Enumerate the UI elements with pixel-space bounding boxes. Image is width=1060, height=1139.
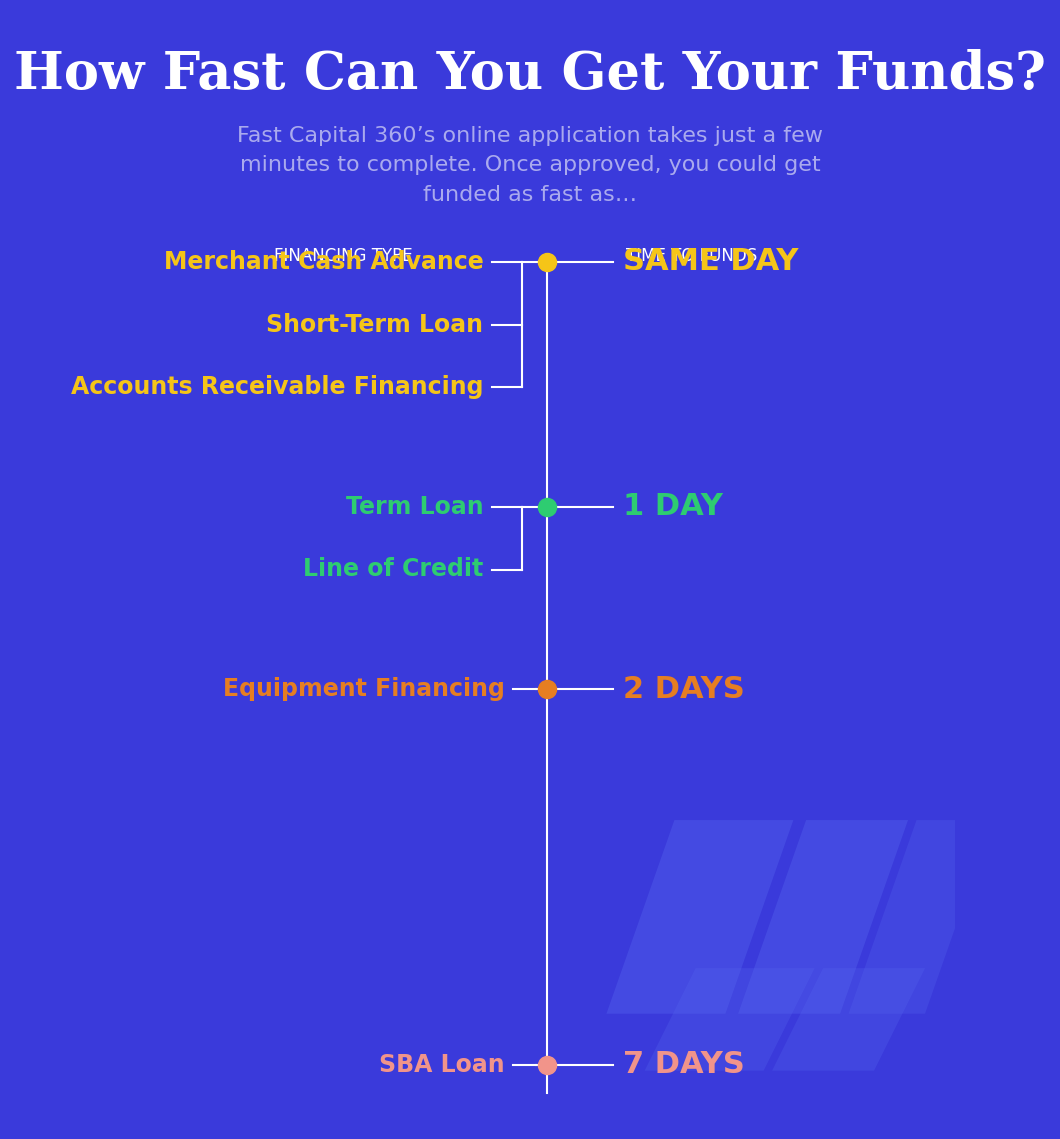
Text: 7 DAYS: 7 DAYS bbox=[623, 1050, 745, 1080]
Polygon shape bbox=[738, 820, 908, 1014]
Text: Line of Credit: Line of Credit bbox=[303, 557, 483, 582]
Text: Accounts Receivable Financing: Accounts Receivable Financing bbox=[71, 375, 483, 400]
Text: 1 DAY: 1 DAY bbox=[623, 492, 723, 522]
Text: Short-Term Loan: Short-Term Loan bbox=[266, 312, 483, 337]
Polygon shape bbox=[606, 820, 793, 1014]
Text: Fast Capital 360’s online application takes just a few
minutes to complete. Once: Fast Capital 360’s online application ta… bbox=[237, 125, 823, 205]
Text: Equipment Financing: Equipment Financing bbox=[223, 677, 505, 702]
Polygon shape bbox=[644, 968, 814, 1071]
Text: 2 DAYS: 2 DAYS bbox=[623, 674, 745, 704]
Text: SAME DAY: SAME DAY bbox=[623, 247, 799, 277]
Polygon shape bbox=[849, 820, 993, 1014]
Text: FINANCING TYPE: FINANCING TYPE bbox=[273, 247, 412, 265]
Text: Term Loan: Term Loan bbox=[346, 494, 483, 519]
Text: How Fast Can You Get Your Funds?: How Fast Can You Get Your Funds? bbox=[14, 49, 1046, 99]
Text: TIME TO FUNDS: TIME TO FUNDS bbox=[625, 247, 757, 265]
Text: SBA Loan: SBA Loan bbox=[378, 1052, 505, 1077]
Polygon shape bbox=[772, 968, 925, 1071]
Text: Merchant Cash Advance: Merchant Cash Advance bbox=[163, 249, 483, 274]
